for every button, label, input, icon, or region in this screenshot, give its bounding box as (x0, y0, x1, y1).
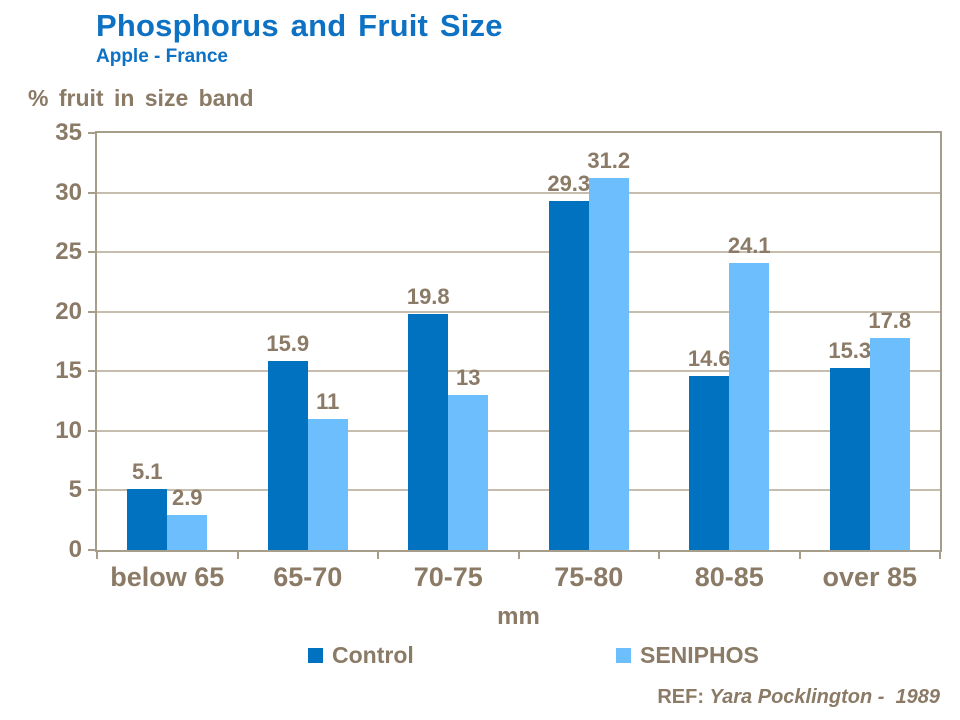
bar-control-2 (408, 314, 449, 550)
gridline-10 (97, 429, 940, 432)
bar-control-4 (689, 376, 730, 550)
gridline-20 (97, 310, 940, 313)
reference-note: REF: Yara Pocklington - 1989 (657, 686, 940, 708)
page-subtitle: Apple - France (96, 46, 228, 67)
y-tick-label: 15 (55, 357, 82, 385)
bar-seniphos-3 (588, 178, 629, 550)
legend-label-control: Control (332, 642, 414, 668)
value-label-control-4: 14.6 (687, 346, 731, 372)
value-label-seniphos-5: 17.8 (868, 307, 912, 333)
x-tick-mark (798, 551, 801, 559)
legend-item-control: Control (308, 644, 414, 667)
y-tick-mark (88, 191, 97, 194)
value-label-seniphos-0: 2.9 (171, 485, 203, 511)
y-tick-label: 35 (55, 119, 82, 146)
y-tick-label: 10 (55, 416, 82, 444)
y-tick-mark (88, 549, 97, 551)
value-label-control-5: 15.3 (828, 337, 872, 363)
value-label-seniphos-4: 24.1 (727, 232, 771, 258)
x-category-label: 75-80 (554, 562, 624, 592)
x-category-label: below 65 (110, 562, 225, 592)
legend-swatch-seniphos (616, 648, 631, 663)
x-tick-mark (377, 551, 379, 559)
bar-seniphos-2 (448, 395, 489, 550)
y-tick-label: 5 (68, 476, 82, 504)
reference-text: Yara Pocklington - 1989 (709, 686, 940, 708)
plot-area: 5.1 2.9 15.9 11 19.8 13 29.3 31.2 14.6 24.1 15.3 17… (95, 131, 942, 552)
gridline-30 (97, 191, 940, 194)
x-tick-mark (939, 551, 941, 559)
bar-seniphos-5 (869, 337, 910, 550)
y-tick-mark (88, 489, 97, 492)
y-tick-mark (88, 370, 97, 373)
y-tick-label: 30 (55, 178, 82, 206)
bar-control-1 (267, 360, 308, 550)
value-label-seniphos-1: 11 (316, 388, 340, 414)
y-tick-mark (88, 132, 97, 134)
x-tick-mark (517, 551, 520, 559)
value-label-control-3: 29.3 (547, 170, 591, 196)
gridline-25 (97, 251, 940, 254)
legend-swatch-control (308, 648, 323, 663)
y-tick-mark (88, 251, 97, 254)
y-axis-title: % fruit in size band (28, 85, 254, 111)
bar-control-3 (548, 200, 589, 550)
x-axis-title: mm (497, 603, 540, 630)
value-label-seniphos-2: 13 (456, 365, 481, 391)
x-category-label: 80-85 (694, 562, 764, 592)
value-label-control-2: 19.8 (406, 284, 450, 310)
x-category-label: 70-75 (413, 562, 483, 592)
y-tick-mark (88, 429, 97, 432)
bar-seniphos-1 (307, 418, 348, 550)
value-label-control-0: 5.1 (131, 459, 163, 485)
bar-seniphos-0 (167, 515, 208, 550)
bar-control-0 (127, 489, 168, 550)
x-category-label: 65-70 (273, 562, 343, 592)
y-tick-mark (88, 310, 97, 313)
legend-label-seniphos: SENIPHOS (640, 642, 759, 668)
value-label-seniphos-3: 31.2 (587, 148, 631, 174)
x-tick-mark (96, 551, 98, 559)
bar-control-5 (829, 367, 870, 550)
y-tick-label: 20 (55, 297, 82, 325)
y-tick-label: 0 (68, 536, 82, 563)
reference-label: REF: (657, 686, 704, 708)
y-tick-label: 25 (55, 238, 82, 266)
x-tick-mark (658, 551, 660, 559)
gridline-5 (97, 489, 940, 492)
legend-item-seniphos: SENIPHOS (616, 644, 759, 667)
x-tick-mark (236, 551, 239, 559)
bar-seniphos-4 (729, 262, 770, 550)
page-title: Phosphorus and Fruit Size (96, 8, 503, 43)
value-label-control-1: 15.9 (266, 330, 310, 356)
x-category-label: over 85 (822, 562, 918, 592)
gridline-15 (97, 370, 940, 373)
